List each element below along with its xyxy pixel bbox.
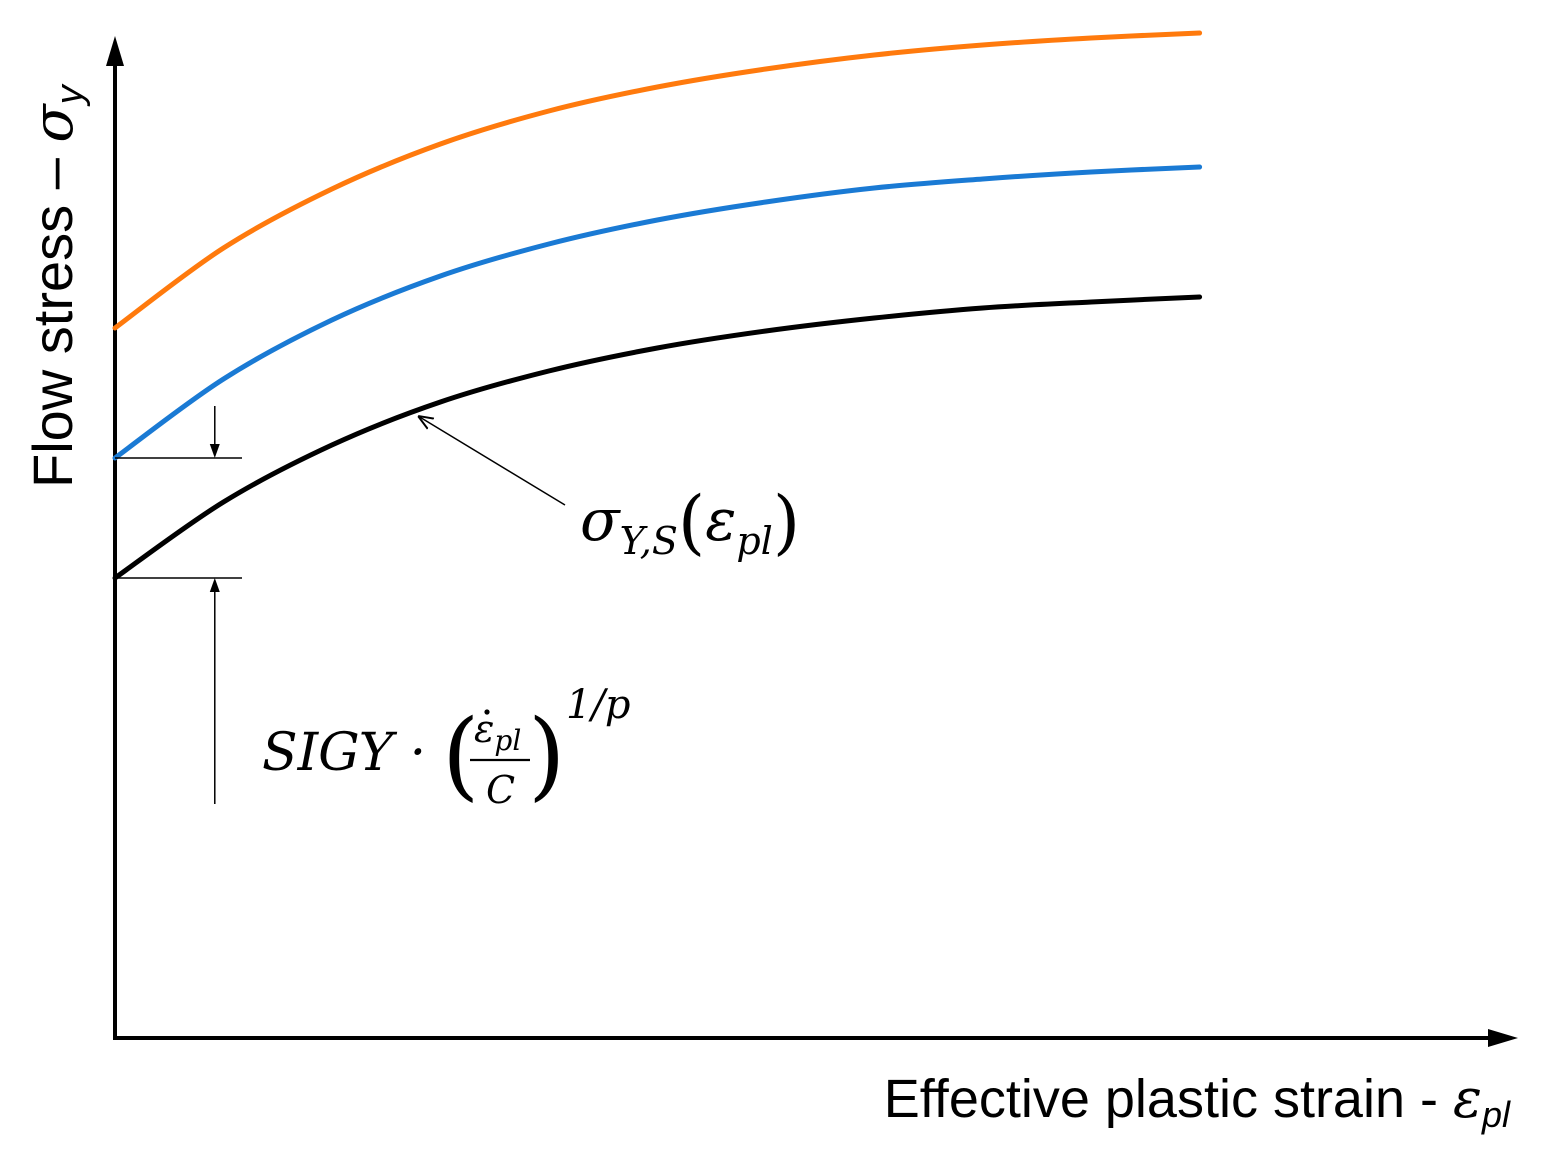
- rate-term-close-paren: ): [528, 699, 565, 811]
- rate-term-denominator: C: [486, 768, 515, 812]
- y-axis-label-symbol: σ: [21, 103, 86, 143]
- sigma-ys-open-paren: (: [678, 481, 705, 563]
- x-axis-label: Effective plastic strain - εpl: [884, 1067, 1511, 1135]
- x-axis-arrowhead: [1488, 1029, 1518, 1047]
- rate-term-prefix: SIGY ·: [262, 723, 426, 783]
- sigma-ys-leader-line: [419, 417, 566, 506]
- rate-term-exponent: 1/p: [566, 682, 631, 728]
- sigma-ys-annotation: σY,S(εpl): [580, 481, 800, 563]
- rate-term-annotation: SIGY · ( εpl C ) 1/p: [262, 682, 631, 812]
- dimension-lower-arrowhead: [209, 578, 220, 592]
- y-axis-label-subscript: y: [49, 83, 91, 107]
- rate-term-numerator: εpl: [474, 707, 521, 757]
- y-axis-label: Flow stress – σy: [21, 83, 91, 488]
- series-blue-curve: [112, 164, 1203, 461]
- sigma-ys-argument-subscript: pl: [736, 519, 772, 563]
- x-axis-label-text: Effective plastic strain -: [884, 1069, 1453, 1129]
- sigma-ys-subscript: Y,S: [620, 519, 678, 563]
- series-black-static-curve: [112, 294, 1203, 581]
- rate-term-numerator-symbol: ε: [474, 707, 494, 751]
- sigma-ys-symbol: σ: [580, 486, 621, 554]
- dimension-upper-arrowhead: [209, 444, 220, 458]
- series-orange-curve: [112, 30, 1203, 331]
- series-layer: [112, 30, 1203, 581]
- y-axis-label-text: Flow stress –: [21, 143, 84, 488]
- rate-term-numerator-subscript: pl: [494, 724, 521, 757]
- dimension-layer: [115, 406, 242, 804]
- rate-term-prefix-text: SIGY ·: [262, 723, 426, 783]
- y-axis-arrowhead: [106, 36, 124, 66]
- x-axis-label-symbol: ε: [1453, 1067, 1482, 1130]
- x-axis-label-subscript: pl: [1481, 1094, 1511, 1135]
- rate-term-dot-accent: [484, 709, 490, 715]
- rate-term-open-paren: (: [442, 699, 479, 811]
- sigma-ys-close-paren: ): [773, 481, 800, 563]
- sigma-ys-argument: ε: [705, 486, 736, 554]
